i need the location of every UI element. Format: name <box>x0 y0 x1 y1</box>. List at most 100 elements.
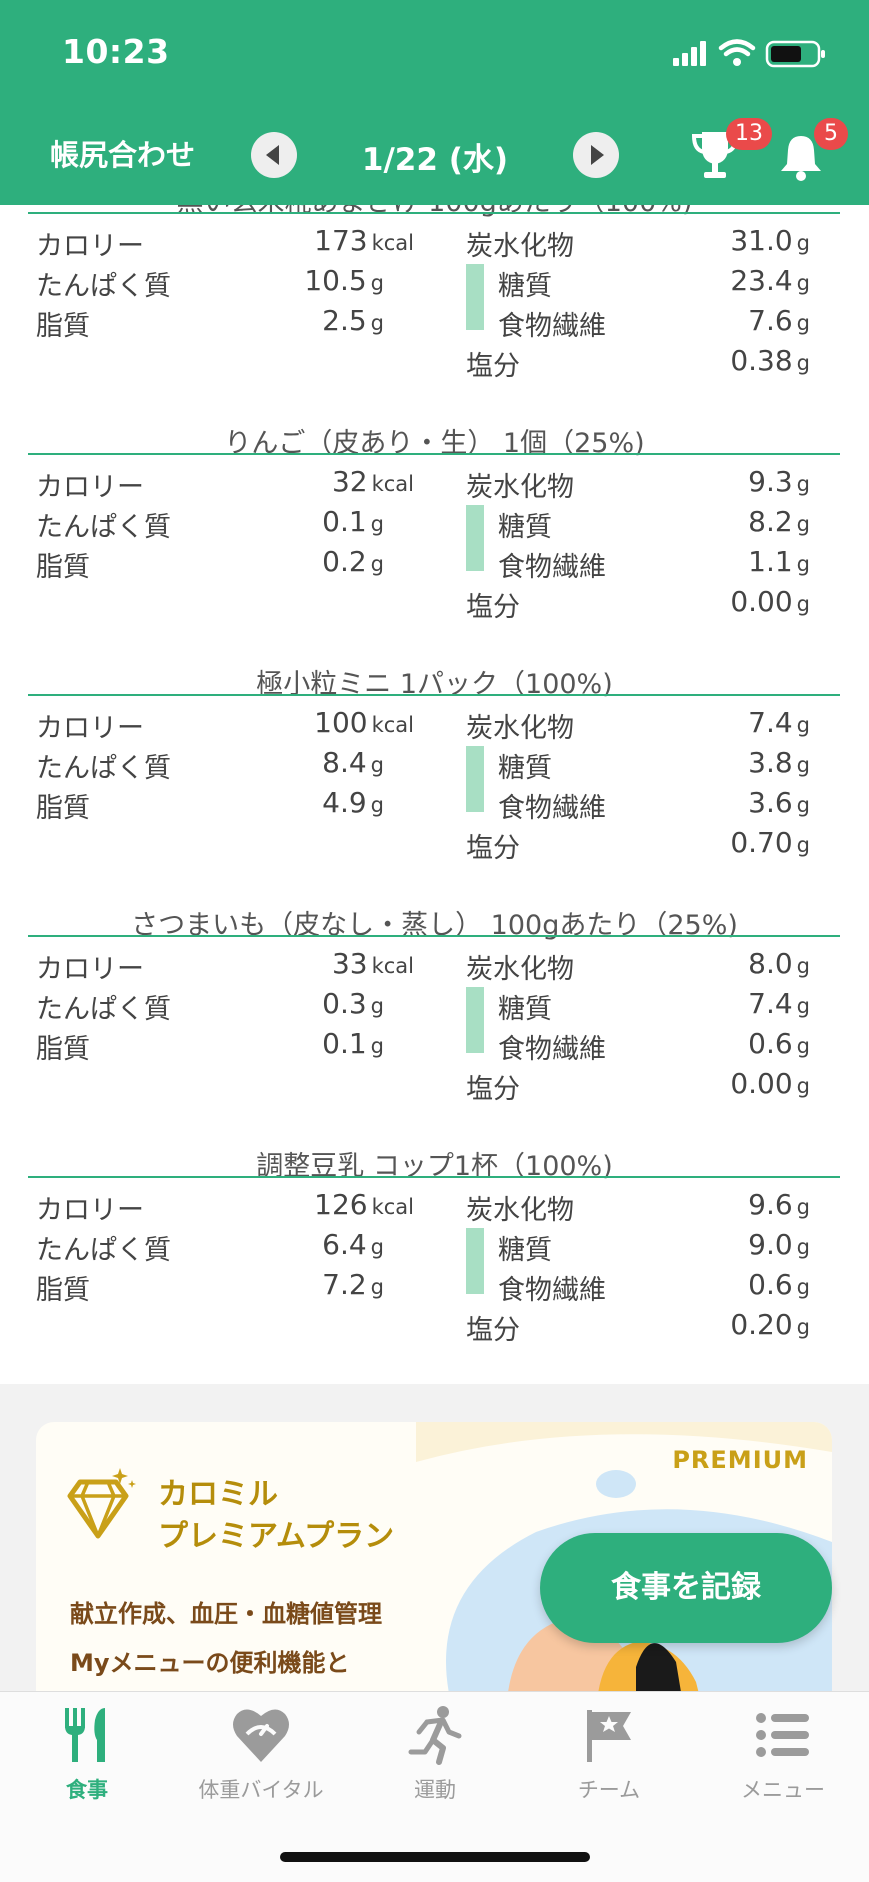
calorie-number: 173 <box>314 224 368 257</box>
divider <box>28 1176 840 1178</box>
previous-day-button[interactable] <box>251 132 297 178</box>
list-menu-icon <box>756 1713 809 1757</box>
sugar-fiber-bar <box>466 746 484 812</box>
fiber-number: 1.1 <box>748 545 793 578</box>
heart-scale-icon <box>233 1709 289 1762</box>
calorie-label: カロリー <box>36 472 144 503</box>
flag-icon <box>587 1710 631 1762</box>
tab-bar: 食事 体重バイタル 運動 チーム <box>0 1691 869 1882</box>
fiber-label: 食物繊維 <box>498 793 606 824</box>
carbs-value: 9.6 g <box>640 1188 810 1221</box>
fiber-number: 3.6 <box>748 786 793 819</box>
fiber-label: 食物繊維 <box>498 1034 606 1065</box>
protein-value: 6.4 g <box>230 1228 384 1261</box>
divider <box>28 453 840 455</box>
g-unit: g <box>796 592 810 616</box>
fat-value: 0.1 g <box>230 1027 384 1060</box>
g-unit: g <box>370 552 384 576</box>
g-unit: g <box>796 994 810 1018</box>
sugar-number: 8.2 <box>748 505 793 538</box>
notification-count-badge: 5 <box>814 118 848 150</box>
protein-label: たんぱく質 <box>36 994 171 1025</box>
premium-banner[interactable]: PREMIUM カロミル プレミアムプラン 献立作成、血圧・血糖値管理 Myメニ… <box>36 1422 832 1691</box>
calorie-number: 32 <box>331 465 368 498</box>
sugar-fiber-bar <box>466 987 484 1053</box>
tab-weight-vital[interactable]: 体重バイタル <box>174 1692 348 1812</box>
sugar-value: 9.0 g <box>640 1228 810 1261</box>
promo-line1: 献立作成、血圧・血糖値管理 <box>70 1600 382 1628</box>
salt-label: 塩分 <box>466 592 520 623</box>
g-unit: g <box>796 954 810 978</box>
sugar-fiber-bar <box>466 1228 484 1294</box>
food-item[interactable]: りんご（皮あり・生） 1個（25%) カロリー 32 kcal たんぱく質 0.1… <box>0 423 869 664</box>
fork-knife-icon <box>65 1708 105 1762</box>
salt-number: 0.70 <box>730 826 793 859</box>
current-date[interactable]: 1/22 (水) <box>361 142 509 178</box>
premium-tag: PREMIUM <box>672 1446 808 1474</box>
home-indicator <box>280 1852 590 1862</box>
carbs-number: 31.0 <box>730 224 793 257</box>
protein-number: 0.3 <box>322 987 367 1020</box>
plan-title-line1: カロミル <box>158 1477 278 1512</box>
sugar-label: 糖質 <box>498 512 552 543</box>
sugar-label: 糖質 <box>498 271 552 302</box>
food-title: 調整豆乳 コップ1杯（100%) <box>256 1151 613 1182</box>
tab-menu[interactable]: メニュー <box>696 1692 869 1812</box>
carbs-label: 炭水化物 <box>466 472 574 503</box>
fiber-number: 7.6 <box>748 304 793 337</box>
g-unit: g <box>796 231 810 255</box>
calorie-label: カロリー <box>36 231 144 262</box>
protein-label: たんぱく質 <box>36 753 171 784</box>
calorie-number: 100 <box>314 706 368 739</box>
carbs-label: 炭水化物 <box>466 1195 574 1226</box>
carbs-value: 8.0 g <box>640 947 810 980</box>
tab-meal[interactable]: 食事 <box>0 1692 174 1812</box>
divider <box>28 694 840 696</box>
fat-label: 脂質 <box>36 552 90 583</box>
carbs-number: 7.4 <box>748 706 793 739</box>
food-item[interactable]: さつまいも（皮なし・蒸し） 100gあたり（25%) カロリー 33 kcal た… <box>0 905 869 1146</box>
notification-button[interactable] <box>778 132 824 184</box>
promo-text: 献立作成、血圧・血糖値管理 Myメニューの便利機能と <box>70 1590 382 1688</box>
fat-label: 脂質 <box>36 1275 90 1306</box>
carbs-label: 炭水化物 <box>466 231 574 262</box>
fat-value: 2.5 g <box>230 304 384 337</box>
g-unit: g <box>796 1195 810 1219</box>
fiber-value: 3.6 g <box>640 786 810 819</box>
carbs-number: 9.6 <box>748 1188 793 1221</box>
kcal-unit: kcal <box>371 472 414 496</box>
record-meal-button[interactable]: 食事を記録 <box>540 1533 832 1643</box>
fat-number: 4.9 <box>322 786 367 819</box>
g-unit: g <box>796 271 810 295</box>
g-unit: g <box>796 351 810 375</box>
promo-line2: Myメニューの便利機能と <box>70 1649 350 1677</box>
g-unit: g <box>796 472 810 496</box>
fat-number: 2.5 <box>322 304 367 337</box>
fat-label: 脂質 <box>36 793 90 824</box>
fiber-value: 7.6 g <box>640 304 810 337</box>
protein-value: 8.4 g <box>230 746 384 779</box>
signal-wifi-battery-icon <box>673 39 825 68</box>
tab-exercise[interactable]: 運動 <box>348 1692 522 1812</box>
fiber-number: 0.6 <box>748 1268 793 1301</box>
carbs-value: 31.0 g <box>640 224 810 257</box>
plan-title: カロミル プレミアムプラン <box>158 1474 394 1558</box>
tab-label: メニュー <box>741 1778 825 1802</box>
fat-label: 脂質 <box>36 1034 90 1065</box>
g-unit: g <box>796 1034 810 1058</box>
food-item[interactable]: 極小粒ミニ 1パック（100%) カロリー 100 kcal たんぱく質 8.4 g… <box>0 664 869 905</box>
next-day-button[interactable] <box>573 132 619 178</box>
calorie-value: 100 kcal <box>230 706 414 739</box>
protein-value: 0.1 g <box>230 505 384 538</box>
g-unit: g <box>370 311 384 335</box>
carbs-value: 9.3 g <box>640 465 810 498</box>
fiber-value: 0.6 g <box>640 1268 810 1301</box>
salt-label: 塩分 <box>466 833 520 864</box>
protein-number: 8.4 <box>322 746 367 779</box>
salt-value: 0.70 g <box>640 826 810 859</box>
tab-team[interactable]: チーム <box>522 1692 696 1812</box>
g-unit: g <box>796 753 810 777</box>
food-item[interactable]: 調整豆乳 コップ1杯（100%) カロリー 126 kcal たんぱく質 6.4 g… <box>0 1146 869 1385</box>
